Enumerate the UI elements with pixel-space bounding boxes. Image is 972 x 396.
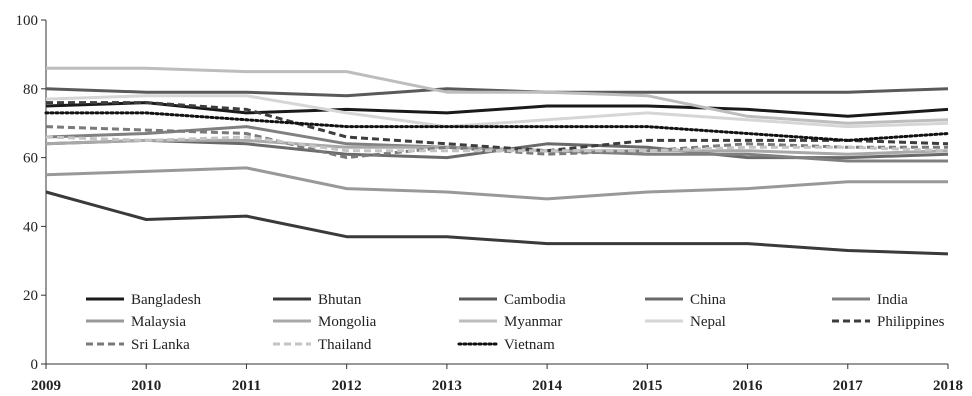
legend-item: Thailand (273, 337, 372, 353)
series-line-philippines (46, 101, 949, 153)
y-tick-label: 60 (23, 151, 38, 167)
series-line-mongolia (45, 138, 949, 156)
x-tick-label: 2011 (232, 378, 261, 394)
legend-label: Bangladesh (131, 292, 201, 308)
legend: Bangladesh Bhutan Cambodia China India Malays… (86, 292, 945, 353)
legend-item: India (832, 292, 908, 308)
legend-label: Sri Lanka (131, 337, 190, 353)
legend-item: Philippines (832, 314, 945, 330)
legend-label: Nepal (690, 314, 726, 330)
legend-label: India (877, 292, 908, 308)
y-tick-label: 40 (23, 219, 38, 235)
legend-item: Mongolia (273, 314, 377, 330)
legend-item: China (645, 292, 726, 308)
x-tick-group: 2009 2010 2011 2012 2013 2014 2015 2016 2017 2018 (31, 364, 963, 394)
y-tick-group: 0 20 40 60 80 100 (16, 13, 46, 373)
x-tick-label: 2013 (432, 378, 462, 394)
y-tick-label: 80 (23, 82, 38, 98)
x-tick-label: 2009 (31, 378, 61, 394)
x-tick-label: 2015 (632, 378, 662, 394)
series-line-thailand (45, 135, 949, 153)
legend-label: Bhutan (318, 292, 362, 308)
legend-label: Cambodia (504, 292, 566, 308)
legend-label: Malaysia (131, 314, 186, 330)
series-line-bhutan (45, 190, 949, 256)
series-line-myanmar (46, 66, 949, 125)
series-line-bangladesh (45, 101, 949, 118)
legend-item: Myanmar (459, 314, 562, 330)
legend-item: Bangladesh (86, 292, 201, 308)
legend-item: Bhutan (273, 292, 362, 308)
x-tick-label: 2016 (733, 378, 764, 394)
x-tick-label: 2010 (131, 378, 161, 394)
y-tick-label: 20 (23, 288, 38, 304)
legend-item: Vietnam (457, 337, 555, 353)
y-tick-label: 0 (31, 357, 39, 373)
legend-label: Vietnam (504, 337, 555, 353)
legend-item: Nepal (645, 314, 726, 330)
series-line-nepal (45, 94, 949, 129)
legend-item: Malaysia (86, 314, 186, 330)
x-tick-label: 2012 (332, 378, 362, 394)
x-tick-label: 2017 (833, 378, 864, 394)
series-lines (44, 66, 950, 256)
legend-label: Thailand (318, 337, 372, 353)
legend-label: China (690, 292, 726, 308)
legend-item: Sri Lanka (86, 337, 190, 353)
axes (45, 20, 948, 365)
series-line-malaysia (45, 166, 948, 201)
legend-label: Mongolia (318, 314, 377, 330)
legend-item: Cambodia (459, 292, 566, 308)
series-line-vietnam (44, 111, 950, 142)
x-tick-label: 2018 (933, 378, 963, 394)
x-tick-label: 2014 (532, 378, 563, 394)
legend-label: Myanmar (504, 314, 562, 330)
legend-label: Philippines (877, 314, 945, 330)
series-line-cambodia (45, 87, 949, 98)
y-tick-label: 100 (16, 13, 39, 29)
